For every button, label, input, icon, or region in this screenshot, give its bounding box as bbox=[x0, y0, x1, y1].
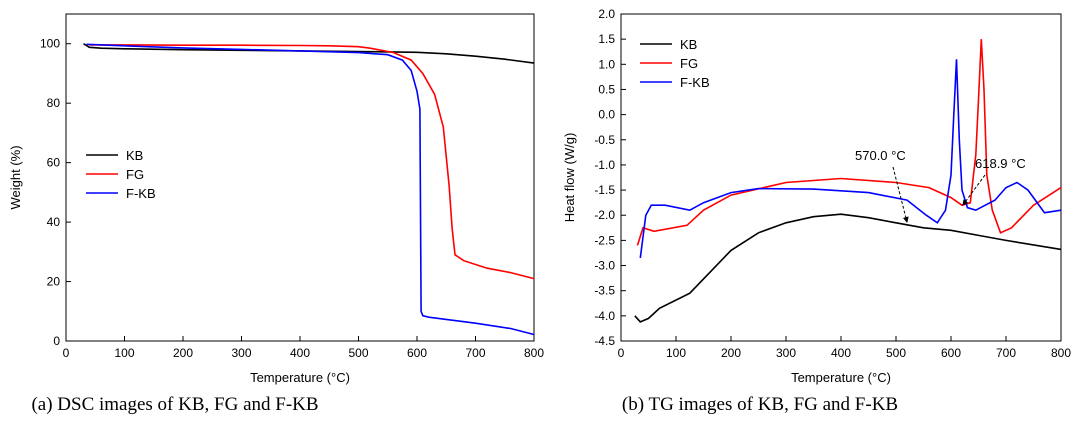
x-tick-label: 100 bbox=[666, 346, 686, 360]
caption: (a) DSC images of KB, FG and F-KB bbox=[31, 394, 318, 415]
legend-label: F-KB bbox=[126, 186, 156, 201]
x-tick-label: 0 bbox=[63, 346, 70, 360]
y-tick-label: 40 bbox=[47, 215, 61, 229]
x-tick-label: 700 bbox=[996, 346, 1016, 360]
y-tick-label: 1.0 bbox=[598, 57, 615, 71]
x-tick-label: 800 bbox=[1051, 346, 1071, 360]
annotation: 570.0 °C bbox=[855, 148, 906, 163]
legend-label: KB bbox=[126, 148, 143, 163]
x-tick-label: 100 bbox=[114, 346, 134, 360]
data-line bbox=[89, 44, 535, 280]
caption: (b) TG images of KB, FG and F-KB bbox=[622, 394, 898, 415]
y-tick-label: 0 bbox=[53, 334, 60, 348]
y-tick-label: 100 bbox=[40, 37, 60, 51]
x-tick-label: 400 bbox=[831, 346, 851, 360]
x-tick-label: 200 bbox=[721, 346, 741, 360]
x-tick-label: 700 bbox=[465, 346, 485, 360]
legend-label: F-KB bbox=[680, 75, 710, 90]
x-tick-label: 600 bbox=[941, 346, 961, 360]
y-tick-label: -4.0 bbox=[594, 309, 615, 323]
x-tick-label: 600 bbox=[407, 346, 427, 360]
x-tick-label: 300 bbox=[776, 346, 796, 360]
x-axis-label: Temperature (°C) bbox=[791, 370, 891, 385]
y-tick-label: 2.0 bbox=[598, 7, 615, 21]
y-tick-label: 0.5 bbox=[598, 82, 615, 96]
x-tick-label: 0 bbox=[618, 346, 625, 360]
y-tick-label: -2.0 bbox=[594, 208, 615, 222]
legend-label: FG bbox=[126, 167, 144, 182]
y-tick-label: -3.0 bbox=[594, 259, 615, 273]
y-tick-label: 80 bbox=[47, 96, 61, 110]
x-tick-label: 200 bbox=[173, 346, 193, 360]
legend-label: FG bbox=[680, 56, 698, 71]
y-tick-label: -1.0 bbox=[594, 158, 615, 172]
y-tick-label: -4.5 bbox=[594, 334, 615, 348]
y-tick-label: 20 bbox=[47, 275, 61, 289]
y-tick-label: 1.5 bbox=[598, 32, 615, 46]
x-tick-label: 500 bbox=[886, 346, 906, 360]
y-tick-label: -1.5 bbox=[594, 183, 615, 197]
annotation-arrow bbox=[892, 166, 909, 223]
y-axis-label: Weight (%) bbox=[8, 145, 23, 209]
y-axis-label: Heat flow (W/g) bbox=[562, 133, 577, 223]
y-tick-label: -0.5 bbox=[594, 133, 615, 147]
x-tick-label: 800 bbox=[524, 346, 544, 360]
data-line bbox=[639, 59, 1062, 259]
annotation: 618.9 °C bbox=[975, 156, 1026, 171]
legend-label: KB bbox=[680, 37, 697, 52]
data-line bbox=[636, 39, 1062, 246]
data-line bbox=[634, 213, 1062, 323]
data-line bbox=[86, 43, 535, 336]
y-tick-label: 0.0 bbox=[598, 108, 615, 122]
y-tick-label: -2.5 bbox=[594, 233, 615, 247]
y-tick-label: -3.5 bbox=[594, 284, 615, 298]
x-axis-label: Temperature (°C) bbox=[250, 370, 350, 385]
y-tick-label: 60 bbox=[47, 156, 61, 170]
x-tick-label: 300 bbox=[231, 346, 251, 360]
annotation-arrow bbox=[962, 174, 986, 206]
x-tick-label: 400 bbox=[290, 346, 310, 360]
x-tick-label: 500 bbox=[348, 346, 368, 360]
